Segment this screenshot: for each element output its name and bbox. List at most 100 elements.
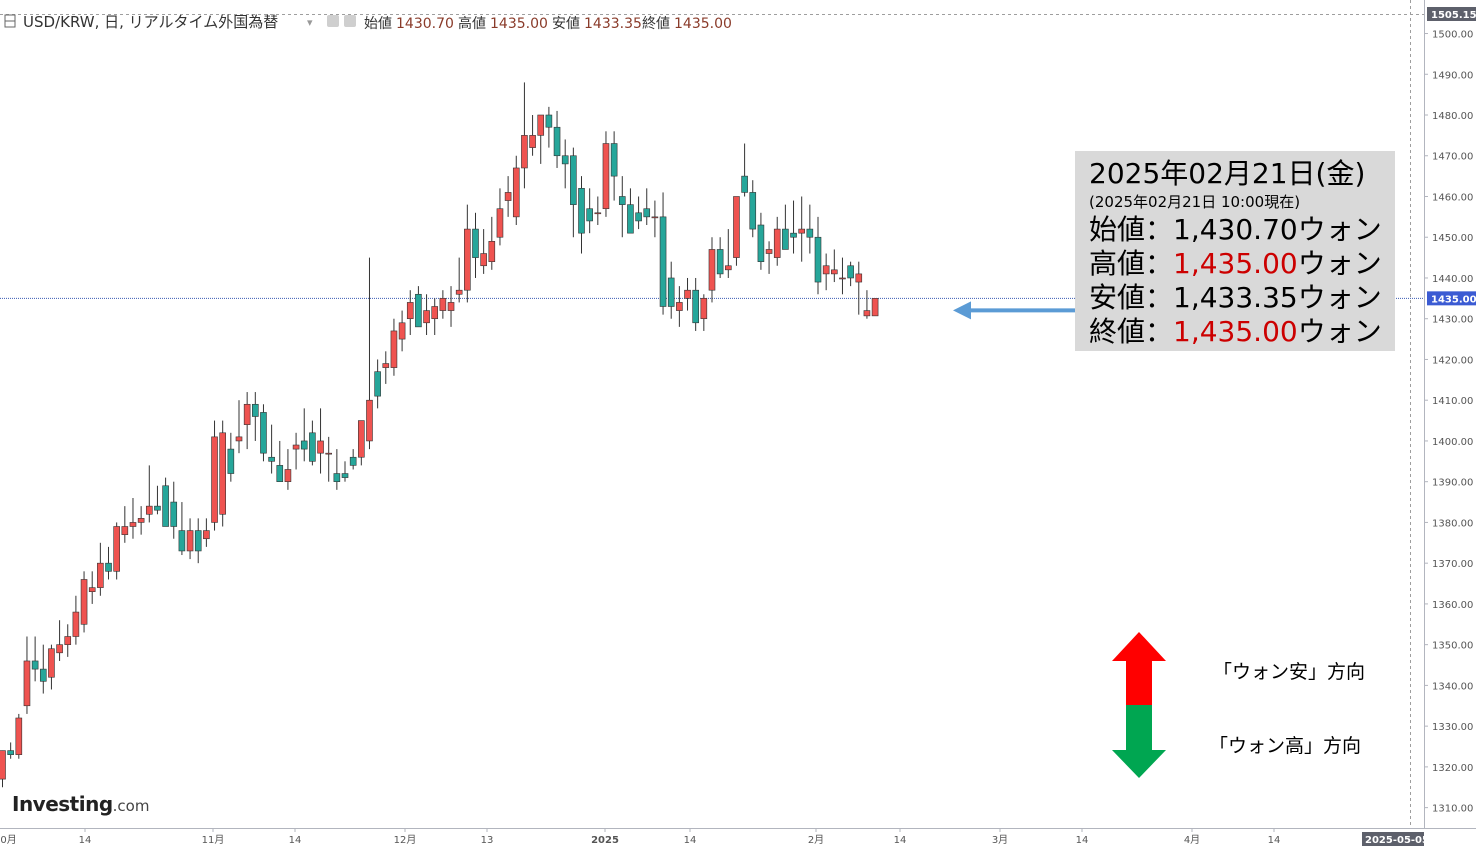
candle: [659, 192, 667, 315]
candle: [741, 143, 748, 197]
price-tick-label: 1480.00: [1432, 111, 1473, 122]
time-tick-label: 14: [1076, 835, 1089, 846]
candle-body: [39, 668, 47, 682]
info-value: 1,430.70: [1173, 213, 1298, 246]
candle-body: [455, 289, 463, 295]
candle: [0, 750, 6, 788]
ohlc-value: 1435.00: [490, 16, 548, 32]
candle: [194, 518, 202, 564]
candle-body: [260, 412, 267, 454]
won-weak-label: 「ウォン安」方向: [1213, 661, 1366, 683]
candle: [798, 196, 805, 262]
candle-body: [684, 289, 691, 299]
time-tick-label: 2月: [808, 834, 824, 846]
candle: [284, 449, 292, 490]
candle-body: [447, 302, 455, 311]
candle: [716, 237, 724, 278]
candle-body: [309, 432, 316, 462]
candle-body: [97, 562, 104, 588]
candle: [341, 461, 349, 482]
price-info-box: 2025年02月21日(金) (2025年02月21日 10:00現在) 始値：…: [1075, 151, 1395, 351]
candle-body: [227, 448, 235, 474]
candle-body: [129, 522, 137, 527]
time-tick-label: 14: [1268, 835, 1281, 846]
top-price-label: 1505.15: [1431, 10, 1476, 21]
candle: [618, 176, 626, 238]
candle-body: [814, 236, 822, 283]
candle: [627, 188, 634, 234]
time-scale: 10月 14 11月 14 12月 13 2025 14 2月 14 3月 14 4月 14 2025-05…: [0, 828, 1476, 846]
candle-body: [570, 155, 577, 205]
price-tick-label: 1490.00: [1432, 70, 1473, 81]
info-label: 高値：: [1089, 247, 1174, 280]
time-tick-label: 12月: [394, 834, 417, 846]
candle: [398, 310, 406, 352]
price-tick-label: 1320.00: [1432, 763, 1473, 774]
candle-body: [219, 432, 226, 515]
candle: [684, 277, 691, 311]
won-weak-up-arrow: [1112, 632, 1166, 705]
price-tick-label: 1440.00: [1432, 274, 1473, 285]
price-tick-label: 1330.00: [1432, 722, 1473, 733]
chart-legend-header: USD/KRW, 日, リアルタイム外国為替 ▾ 始値 1430.70 高値 1435.0…: [4, 13, 732, 32]
price-tick-label: 1410.00: [1432, 396, 1473, 407]
candle: [333, 449, 341, 490]
candle-body: [64, 636, 72, 645]
candle-body: [145, 505, 153, 515]
candle: [406, 290, 414, 336]
candle: [806, 204, 814, 254]
candle: [178, 502, 186, 556]
candle: [105, 546, 112, 580]
candle-body: [871, 298, 879, 317]
info-unit: ウォン: [1297, 213, 1382, 246]
info-value: 1,435.00: [1173, 315, 1298, 348]
candle: [382, 351, 390, 384]
candle-body: [211, 436, 218, 523]
candle: [496, 188, 504, 246]
candle: [602, 131, 610, 217]
candle-body: [855, 273, 863, 283]
candle-body: [186, 530, 194, 552]
price-tick-label: 1450.00: [1432, 233, 1473, 244]
candle: [586, 188, 593, 234]
info-unit: ウォン: [1297, 247, 1382, 280]
candle-body: [578, 188, 585, 234]
candle: [325, 436, 333, 482]
candle: [48, 644, 55, 690]
candle: [80, 571, 88, 633]
candle-body: [765, 249, 773, 254]
info-row-close: 終値：1,435.00ウォン: [1089, 315, 1395, 349]
ohlc-label: 安値: [552, 16, 580, 32]
time-tick-label: 2025: [591, 835, 619, 846]
candle-body: [243, 403, 251, 425]
candle: [570, 147, 577, 238]
candle: [635, 196, 642, 230]
candle-body: [822, 265, 830, 275]
candle: [431, 298, 439, 336]
candle: [97, 542, 104, 596]
candle-body: [137, 518, 145, 523]
candle: [219, 420, 226, 527]
candle: [203, 518, 210, 547]
candle-body: [496, 208, 504, 238]
pointer-arrow-head: [953, 301, 971, 320]
candle: [578, 176, 585, 254]
candle: [309, 420, 316, 466]
candle-body: [431, 306, 439, 320]
investing-logo: Investing.com: [12, 792, 149, 816]
candle-body: [7, 750, 14, 755]
candle-body: [529, 135, 536, 148]
candle-body: [521, 135, 528, 169]
candle: [154, 485, 161, 515]
candle-body: [31, 660, 39, 670]
price-tick-label: 1420.00: [1432, 355, 1473, 366]
candle-body: [464, 228, 471, 291]
candle: [504, 176, 512, 217]
candle: [7, 742, 14, 759]
candle: [349, 449, 357, 470]
candle: [423, 294, 430, 336]
candle-body: [798, 228, 805, 234]
candle-body: [594, 212, 602, 215]
candle-body: [692, 289, 699, 324]
